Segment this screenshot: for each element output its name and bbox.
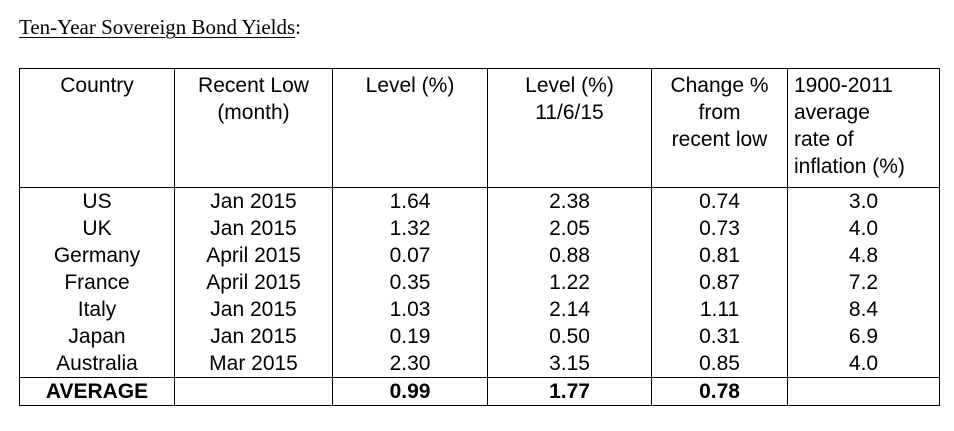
average-row: AVERAGE 0.99 1.77 0.78 [19, 377, 940, 406]
cell-change: 0.31 [651, 323, 788, 350]
table-row: UK Jan 2015 1.32 2.05 0.73 4.0 [19, 215, 940, 242]
cell-inflation: 4.8 [787, 242, 940, 269]
header-inflation: 1900-2011 average rate of inflation (%) [787, 68, 940, 188]
cell-level: 0.19 [332, 323, 488, 350]
cell-level-date: 2.05 [487, 215, 652, 242]
header-change: Change % from recent low [651, 68, 788, 188]
header-line: Level (%) [525, 74, 614, 97]
cell-inflation: 7.2 [787, 269, 940, 296]
cell-recent-low: Jan 2015 [174, 323, 333, 350]
cell-inflation: 3.0 [787, 187, 940, 215]
cell-average-change: 0.78 [651, 377, 788, 406]
cell-level-date: 3.15 [487, 350, 652, 378]
cell-average-recent-low [174, 377, 333, 406]
header-level: Level (%) [332, 68, 488, 188]
cell-country: Germany [19, 242, 175, 269]
cell-level: 2.30 [332, 350, 488, 378]
bond-yields-table: Country Recent Low (month) Level (%) Lev… [19, 68, 940, 406]
table-row: US Jan 2015 1.64 2.38 0.74 3.0 [19, 187, 940, 215]
table-header-row: Country Recent Low (month) Level (%) Lev… [19, 68, 940, 188]
cell-level-date: 0.50 [487, 323, 652, 350]
cell-level: 1.64 [332, 187, 488, 215]
table-row: Japan Jan 2015 0.19 0.50 0.31 6.9 [19, 323, 940, 350]
header-line: recent low [671, 128, 768, 151]
cell-level: 0.07 [332, 242, 488, 269]
header-line: Level (%) [365, 74, 455, 97]
cell-level: 1.32 [332, 215, 488, 242]
header-country: Country [19, 68, 175, 188]
header-level-date: Level (%) 11/6/15 [487, 68, 652, 188]
cell-change: 0.73 [651, 215, 788, 242]
cell-country: Italy [19, 296, 175, 323]
cell-level-date: 1.22 [487, 269, 652, 296]
cell-change: 0.74 [651, 187, 788, 215]
cell-average-label: AVERAGE [19, 377, 175, 406]
cell-country: Japan [19, 323, 175, 350]
cell-inflation: 8.4 [787, 296, 940, 323]
cell-inflation: 4.0 [787, 350, 940, 378]
cell-recent-low: Jan 2015 [174, 215, 333, 242]
cell-recent-low: Mar 2015 [174, 350, 333, 378]
cell-country: Australia [19, 350, 175, 378]
cell-inflation: 6.9 [787, 323, 940, 350]
cell-recent-low: April 2015 [174, 269, 333, 296]
document-title: Ten-Year Sovereign Bond Yields: [19, 14, 301, 40]
cell-change: 0.85 [651, 350, 788, 378]
header-line: Change % [670, 74, 769, 97]
header-line: Recent Low [198, 74, 309, 97]
table-row: Germany April 2015 0.07 0.88 0.81 4.8 [19, 242, 940, 269]
cell-level-date: 2.14 [487, 296, 652, 323]
cell-country: UK [19, 215, 175, 242]
cell-change: 0.87 [651, 269, 788, 296]
cell-level: 1.03 [332, 296, 488, 323]
cell-level: 0.35 [332, 269, 488, 296]
cell-country: France [19, 269, 175, 296]
header-recent-low: Recent Low (month) [174, 68, 333, 188]
table-row: Australia Mar 2015 2.30 3.15 0.85 4.0 [19, 350, 940, 378]
cell-change: 0.81 [651, 242, 788, 269]
header-line: rate of [794, 128, 854, 151]
cell-country: US [19, 187, 175, 215]
header-line: average [794, 101, 870, 124]
cell-recent-low: Jan 2015 [174, 296, 333, 323]
table-row: Italy Jan 2015 1.03 2.14 1.11 8.4 [19, 296, 940, 323]
header-line: 1900-2011 [794, 74, 893, 97]
header-line: Country [60, 74, 134, 97]
cell-average-inflation [787, 377, 940, 406]
table-row: France April 2015 0.35 1.22 0.87 7.2 [19, 269, 940, 296]
header-line: 11/6/15 [535, 101, 604, 124]
cell-inflation: 4.0 [787, 215, 940, 242]
header-line: from [698, 101, 741, 124]
cell-level-date: 0.88 [487, 242, 652, 269]
document-title-text: Ten-Year Sovereign Bond Yields [19, 15, 296, 39]
header-line: (month) [217, 101, 290, 124]
document-title-colon: : [295, 15, 302, 39]
header-line: inflation (%) [794, 155, 905, 178]
cell-change: 1.11 [651, 296, 788, 323]
cell-recent-low: Jan 2015 [174, 187, 333, 215]
cell-average-level: 0.99 [332, 377, 488, 406]
cell-average-level-date: 1.77 [487, 377, 652, 406]
cell-level-date: 2.38 [487, 187, 652, 215]
cell-recent-low: April 2015 [174, 242, 333, 269]
